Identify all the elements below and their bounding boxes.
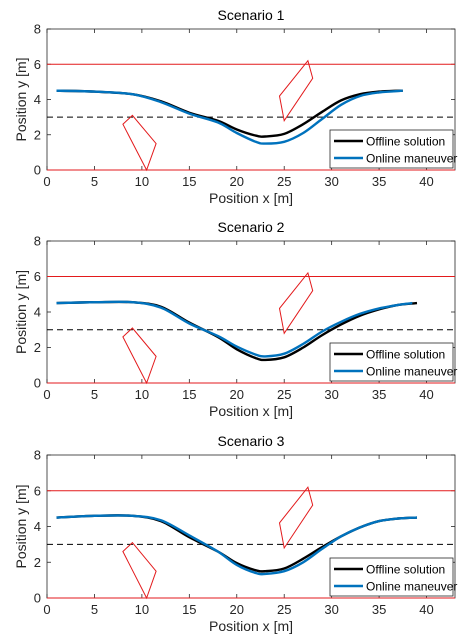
- x-tick-label: 40: [419, 387, 433, 402]
- legend-online-label: Online maneuver: [366, 365, 457, 379]
- y-tick-label: 6: [34, 57, 41, 72]
- legend-online-label: Online maneuver: [366, 580, 457, 594]
- x-tick-label: 0: [43, 174, 50, 189]
- y-tick-label: 2: [34, 555, 41, 570]
- y-tick-label: 0: [34, 376, 41, 391]
- x-tick-label: 10: [135, 174, 149, 189]
- y-tick-label: 8: [34, 234, 41, 249]
- x-tick-label: 10: [135, 387, 149, 402]
- online-maneuver-line: [56, 89, 403, 145]
- x-axis-label: Position x [m]: [209, 190, 293, 206]
- x-tick-label: 30: [324, 387, 338, 402]
- y-tick-label: 4: [34, 92, 41, 107]
- legend: Offline solution Online maneuver: [329, 342, 457, 382]
- obstacle: [122, 327, 157, 385]
- legend-offline-label: Offline solution: [366, 348, 445, 362]
- chart-title: Scenario 2: [218, 219, 285, 235]
- x-tick-label: 5: [91, 174, 98, 189]
- y-tick-label: 6: [34, 483, 41, 498]
- obstacle: [278, 271, 314, 335]
- chart-2: 0 5 10 15 20 25 30 35 40 0 2 4 6 8 Scenario 2 Position …: [13, 219, 457, 419]
- legend-offline-label: Offline solution: [366, 563, 445, 577]
- chart-1: 0 5 10 15 20 25 30 35 40 0 2 4 6 8 Scenario 1 Position …: [13, 7, 457, 206]
- y-axis-label: Position y [m]: [13, 484, 29, 568]
- y-tick-label: 2: [34, 127, 41, 142]
- y-tick-label: 0: [34, 591, 41, 606]
- chart-title: Scenario 1: [218, 7, 285, 23]
- x-tick-label: 40: [419, 602, 433, 617]
- online-maneuver-line: [56, 514, 418, 576]
- x-tick-label: 25: [277, 174, 291, 189]
- x-tick-label: 0: [43, 387, 50, 402]
- y-axis-label: Position y [m]: [13, 270, 29, 354]
- x-tick-label: 20: [230, 602, 244, 617]
- y-axis-label: Position y [m]: [13, 57, 29, 141]
- chart-3: 0 5 10 15 20 25 30 35 40 0 2 4 6 8 Scenario 3 Position …: [13, 433, 457, 634]
- x-axis-label: Position x [m]: [209, 618, 293, 634]
- legend-offline-label: Offline solution: [366, 135, 445, 149]
- x-tick-label: 15: [182, 387, 196, 402]
- y-tick-label: 8: [34, 448, 41, 463]
- y-tick-label: 4: [34, 305, 41, 320]
- y-tick-label: 4: [34, 519, 41, 534]
- x-tick-label: 25: [277, 387, 291, 402]
- x-tick-label: 25: [277, 602, 291, 617]
- x-tick-label: 35: [372, 602, 386, 617]
- x-tick-label: 35: [372, 387, 386, 402]
- x-tick-label: 0: [43, 602, 50, 617]
- x-tick-label: 40: [419, 174, 433, 189]
- obstacle: [122, 114, 157, 172]
- obstacle: [278, 59, 314, 122]
- x-tick-label: 5: [91, 602, 98, 617]
- y-tick-label: 0: [34, 163, 41, 178]
- x-tick-label: 15: [182, 174, 196, 189]
- x-tick-label: 20: [230, 387, 244, 402]
- legend-box: [329, 557, 454, 597]
- obstacle: [278, 486, 314, 550]
- legend: Offline solution Online maneuver: [329, 557, 457, 597]
- x-axis-label: Position x [m]: [209, 403, 293, 419]
- x-tick-label: 30: [324, 174, 338, 189]
- x-tick-label: 20: [230, 174, 244, 189]
- chart-title: Scenario 3: [218, 433, 285, 449]
- x-tick-label: 15: [182, 602, 196, 617]
- y-tick-label: 6: [34, 269, 41, 284]
- y-tick-label: 8: [34, 22, 41, 37]
- legend-box: [329, 129, 454, 169]
- legend-box: [329, 342, 454, 382]
- x-tick-label: 35: [372, 174, 386, 189]
- x-tick-label: 10: [135, 602, 149, 617]
- x-tick-label: 5: [91, 387, 98, 402]
- y-tick-label: 2: [34, 340, 41, 355]
- online-maneuver-line: [56, 300, 413, 358]
- legend: Offline solution Online maneuver: [329, 129, 457, 169]
- obstacle: [122, 541, 157, 600]
- x-tick-label: 30: [324, 602, 338, 617]
- legend-online-label: Online maneuver: [366, 152, 457, 166]
